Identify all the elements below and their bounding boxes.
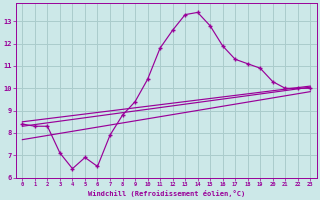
X-axis label: Windchill (Refroidissement éolien,°C): Windchill (Refroidissement éolien,°C) [88,190,245,197]
